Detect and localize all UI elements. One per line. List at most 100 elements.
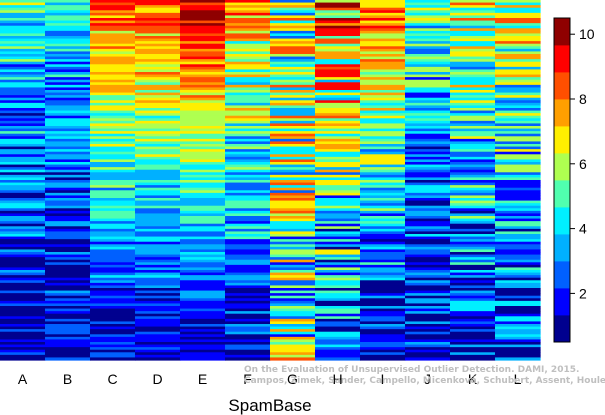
heatmap-cell-G: [270, 59, 316, 63]
heatmap-cell-B: [45, 300, 91, 305]
heatmap-cell-E: [180, 311, 226, 315]
heatmap-cell-E: [180, 10, 226, 14]
heatmap-cell-I: [360, 306, 406, 310]
heatmap-cell-A: [0, 95, 46, 99]
heatmap-cell-G: [270, 282, 316, 287]
heatmap-cell-F: [225, 108, 271, 112]
heatmap-cell-F: [225, 46, 271, 50]
heatmap-cell-G: [270, 267, 316, 271]
heatmap-cell-D: [135, 198, 181, 202]
heatmap-cell-L: [495, 92, 541, 96]
heatmap-cell-E: [180, 239, 226, 243]
heatmap-cell-G: [270, 156, 316, 161]
heatmap-cell-B: [45, 198, 91, 202]
heatmap-cell-C: [90, 190, 136, 194]
heatmap-cell-D: [135, 15, 181, 19]
heatmap-cell-J: [405, 203, 451, 207]
heatmap-cell-L: [495, 295, 541, 299]
heatmap-cell-H: [315, 66, 361, 71]
heatmap-cell-F: [225, 200, 271, 204]
heatmap-cell-H: [315, 218, 361, 222]
heatmap-cell-G: [270, 234, 316, 238]
heatmap-cell-J: [405, 92, 451, 96]
heatmap-cell-D: [135, 30, 181, 35]
colorbar-tick-label: 2: [579, 285, 587, 301]
heatmap-cell-B: [45, 357, 91, 361]
heatmap-cell-F: [225, 249, 271, 253]
heatmap-cell-I: [360, 285, 406, 289]
heatmap-cell-A: [0, 41, 46, 45]
heatmap-cell-B: [45, 272, 91, 276]
heatmap-cell-B: [45, 72, 91, 76]
heatmap-cell-E: [180, 185, 226, 189]
heatmap-cell-A: [0, 131, 46, 135]
heatmap-cell-F: [225, 300, 271, 305]
heatmap-cell-C: [90, 223, 136, 227]
heatmap-cell-D: [135, 113, 181, 117]
heatmap-cell-G: [270, 298, 316, 302]
heatmap-cell-I: [360, 223, 406, 227]
heatmap-cell-L: [495, 66, 541, 71]
heatmap-cell-L: [495, 334, 541, 338]
heatmap-cell-K: [450, 290, 496, 294]
heatmap-cell-J: [405, 246, 451, 251]
heatmap-cell-K: [450, 66, 496, 71]
heatmap-cell-E: [180, 46, 226, 50]
heatmap-cell-A: [0, 149, 46, 153]
heatmap-cell-A: [0, 164, 46, 168]
heatmap-cell-G: [270, 259, 316, 263]
heatmap-cell-H: [315, 316, 361, 320]
heatmap-cell-F: [225, 339, 271, 343]
heatmap-cell-I: [360, 23, 406, 27]
heatmap-cell-D: [135, 172, 181, 176]
heatmap-cell-E: [180, 110, 226, 114]
heatmap-cell-G: [270, 187, 316, 191]
heatmap-cell-I: [360, 126, 406, 130]
heatmap-cell-A: [0, 177, 46, 181]
heatmap-cell-G: [270, 48, 316, 53]
heatmap-cell-J: [405, 164, 451, 168]
heatmap-cell-E: [180, 208, 226, 212]
heatmap-cell-D: [135, 313, 181, 317]
heatmap-cell-F: [225, 113, 271, 117]
heatmap-cell-B: [45, 295, 91, 299]
heatmap-cell-K: [450, 108, 496, 112]
heatmap-cell-G: [270, 326, 316, 330]
heatmap-cell-I: [360, 131, 406, 135]
heatmap-cell-K: [450, 38, 496, 42]
heatmap-cell-H: [315, 180, 361, 184]
heatmap-cell-G: [270, 77, 316, 81]
heatmap-cell-D: [135, 5, 181, 9]
heatmap-cell-D: [135, 241, 181, 245]
heatmap-cell-I: [360, 228, 406, 233]
heatmap-cell-G: [270, 100, 316, 104]
heatmap-cell-L: [495, 133, 541, 137]
heatmap-cell-H: [315, 159, 361, 163]
heatmap-cell-K: [450, 100, 496, 104]
heatmap-cell-C: [90, 216, 136, 220]
heatmap-cell-H: [315, 12, 361, 17]
heatmap-cell-G: [270, 43, 316, 47]
heatmap-cell-H: [315, 267, 361, 271]
heatmap-cell-L: [495, 2, 541, 6]
heatmap-cell-J: [405, 231, 451, 235]
heatmap-cell-A: [0, 187, 46, 191]
heatmap-cell-K: [450, 146, 496, 150]
heatmap-cell-I: [360, 97, 406, 101]
heatmap-cell-A: [0, 54, 46, 58]
heatmap-cell-E: [180, 133, 226, 137]
heatmap-cell-K: [450, 10, 496, 14]
heatmap-cell-I: [360, 36, 406, 40]
heatmap-cell-I: [360, 25, 406, 29]
heatmap-cell-I: [360, 267, 406, 271]
heatmap-cell-J: [405, 167, 451, 171]
heatmap-cell-H: [315, 48, 361, 53]
heatmap-cell-F: [225, 236, 271, 240]
heatmap-cell-L: [495, 208, 541, 212]
heatmap-cell-E: [180, 131, 226, 135]
heatmap-cell-B: [45, 118, 91, 122]
heatmap-cell-G: [270, 308, 316, 312]
heatmap-cell-J: [405, 108, 451, 112]
heatmap-cell-L: [495, 48, 541, 53]
heatmap-cell-F: [225, 218, 271, 222]
